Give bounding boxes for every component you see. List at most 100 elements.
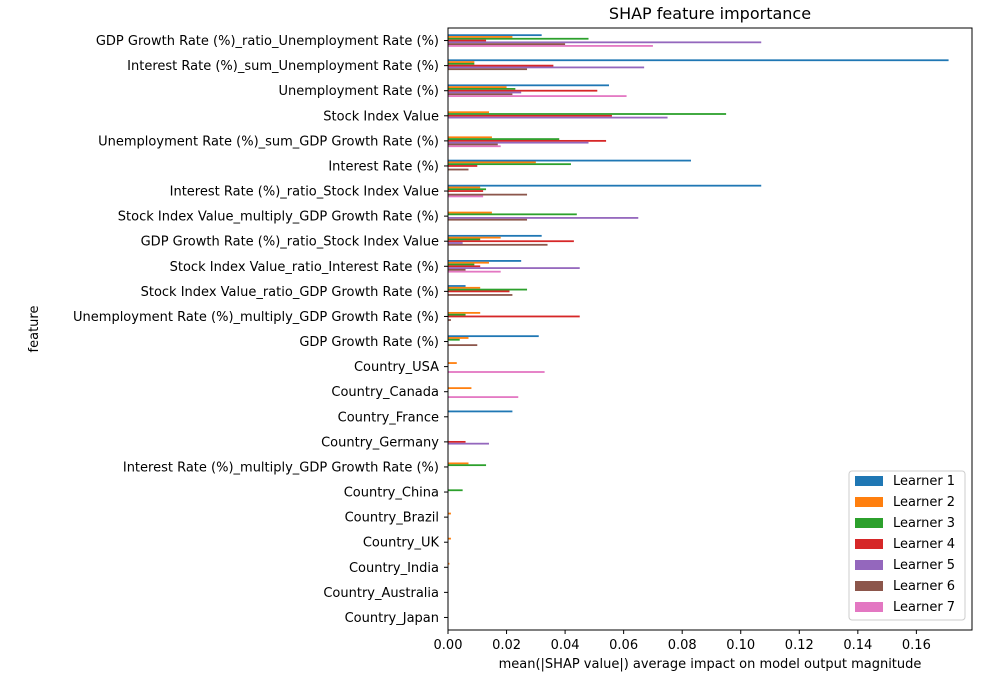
bar xyxy=(448,62,475,65)
x-tick-label: 0.16 xyxy=(902,638,931,653)
y-tick-label: Country_USA xyxy=(354,360,439,375)
x-tick-label: 0.06 xyxy=(609,638,638,653)
bar xyxy=(448,34,542,37)
bar xyxy=(448,270,501,273)
legend-swatch xyxy=(855,581,883,591)
bar xyxy=(448,371,545,373)
bar xyxy=(448,217,639,219)
bar xyxy=(448,315,580,318)
bar xyxy=(448,440,466,443)
legend-swatch xyxy=(855,497,883,507)
bar xyxy=(448,165,478,167)
bar xyxy=(448,159,691,162)
plot-frame xyxy=(447,27,973,631)
bar xyxy=(448,89,598,92)
bar xyxy=(448,84,610,87)
x-tick-label: 0.12 xyxy=(785,638,814,653)
bar xyxy=(448,141,589,144)
bar xyxy=(448,95,627,97)
chart-title: SHAP feature importance xyxy=(609,4,811,23)
y-tick-label: Country_India xyxy=(349,561,439,576)
bar xyxy=(448,537,451,540)
bar xyxy=(448,311,481,314)
bar xyxy=(448,163,571,166)
bar xyxy=(448,243,548,246)
bar xyxy=(448,362,457,364)
bar xyxy=(448,313,466,316)
bar xyxy=(448,36,513,38)
bar xyxy=(448,335,539,338)
bar xyxy=(448,338,460,341)
y-axis-label: feature xyxy=(27,306,42,353)
x-ticks-group: 0.00 0.02 0.04 0.06 0.08 0.10 0.12 0.14 0.16 xyxy=(434,630,931,653)
bar xyxy=(448,294,513,296)
bar xyxy=(448,442,489,445)
bar xyxy=(448,64,554,67)
legend-label: Learner 6 xyxy=(893,579,955,594)
x-tick-label: 0.14 xyxy=(843,638,872,653)
y-tick-label: GDP Growth Rate (%)_ratio_Stock Index Va… xyxy=(141,235,439,250)
bar xyxy=(448,240,574,243)
bar xyxy=(448,93,513,96)
y-tick-label: GDP Growth Rate (%) xyxy=(299,335,439,350)
bar xyxy=(448,45,653,47)
y-tick-label: Country_Canada xyxy=(331,385,439,400)
legend-swatch xyxy=(855,476,883,486)
y-tick-label: Interest Rate (%)_multiply_GDP Growth Ra… xyxy=(123,460,439,475)
bar xyxy=(448,464,487,467)
bar xyxy=(448,61,475,63)
bar xyxy=(448,410,513,413)
bar xyxy=(448,161,536,164)
bar xyxy=(448,88,516,90)
bar xyxy=(448,512,451,515)
bar xyxy=(448,114,612,117)
y-tick-label: Interest Rate (%)_ratio_Stock Index Valu… xyxy=(170,185,439,200)
bar xyxy=(448,195,484,198)
bar xyxy=(448,113,727,115)
bar xyxy=(448,319,451,321)
bar xyxy=(448,267,580,269)
legend: Learner 1 Learner 2 Learner 3 Learner 4 Lear… xyxy=(848,470,966,621)
legend-label: Learner 4 xyxy=(893,537,955,552)
y-tick-label: Interest Rate (%) xyxy=(328,159,439,174)
legend-label: Learner 2 xyxy=(893,495,955,510)
bar xyxy=(448,66,645,69)
bar xyxy=(448,263,475,266)
legend-label: Learner 3 xyxy=(893,516,955,531)
bar xyxy=(448,111,489,114)
bar xyxy=(448,190,484,192)
y-tick-label: Unemployment Rate (%) xyxy=(279,84,440,99)
legend-label: Learner 7 xyxy=(893,600,955,615)
x-tick-label: 0.08 xyxy=(668,638,697,653)
bar xyxy=(448,188,487,191)
bar xyxy=(448,186,481,189)
x-tick-label: 0.02 xyxy=(492,638,521,653)
bars-group xyxy=(448,34,949,565)
bar xyxy=(448,139,607,142)
bar xyxy=(448,91,522,94)
y-tick-label: Country_UK xyxy=(363,536,440,551)
legend-swatch xyxy=(855,539,883,549)
bar xyxy=(448,68,528,71)
bar xyxy=(448,265,481,268)
y-ticks-group: GDP Growth Rate (%)_ratio_Unemployment R… xyxy=(73,34,448,626)
bar xyxy=(448,387,472,390)
bar xyxy=(448,145,501,148)
bar xyxy=(448,344,478,347)
bar xyxy=(448,143,498,146)
bar xyxy=(448,285,466,287)
x-axis-label: mean(|SHAP value|) average impact on mod… xyxy=(499,657,922,672)
bar xyxy=(448,242,463,244)
bar xyxy=(448,236,501,239)
legend-label: Learner 1 xyxy=(893,474,955,489)
y-tick-label: Country_Germany xyxy=(321,435,439,450)
bar xyxy=(448,562,450,565)
bar xyxy=(448,184,762,187)
y-tick-label: Country_China xyxy=(344,486,439,501)
x-tick-label: 0.00 xyxy=(434,638,463,653)
y-tick-label: Country_Japan xyxy=(345,611,439,626)
bar xyxy=(448,234,542,237)
bar xyxy=(448,43,566,46)
x-tick-label: 0.04 xyxy=(551,638,580,653)
